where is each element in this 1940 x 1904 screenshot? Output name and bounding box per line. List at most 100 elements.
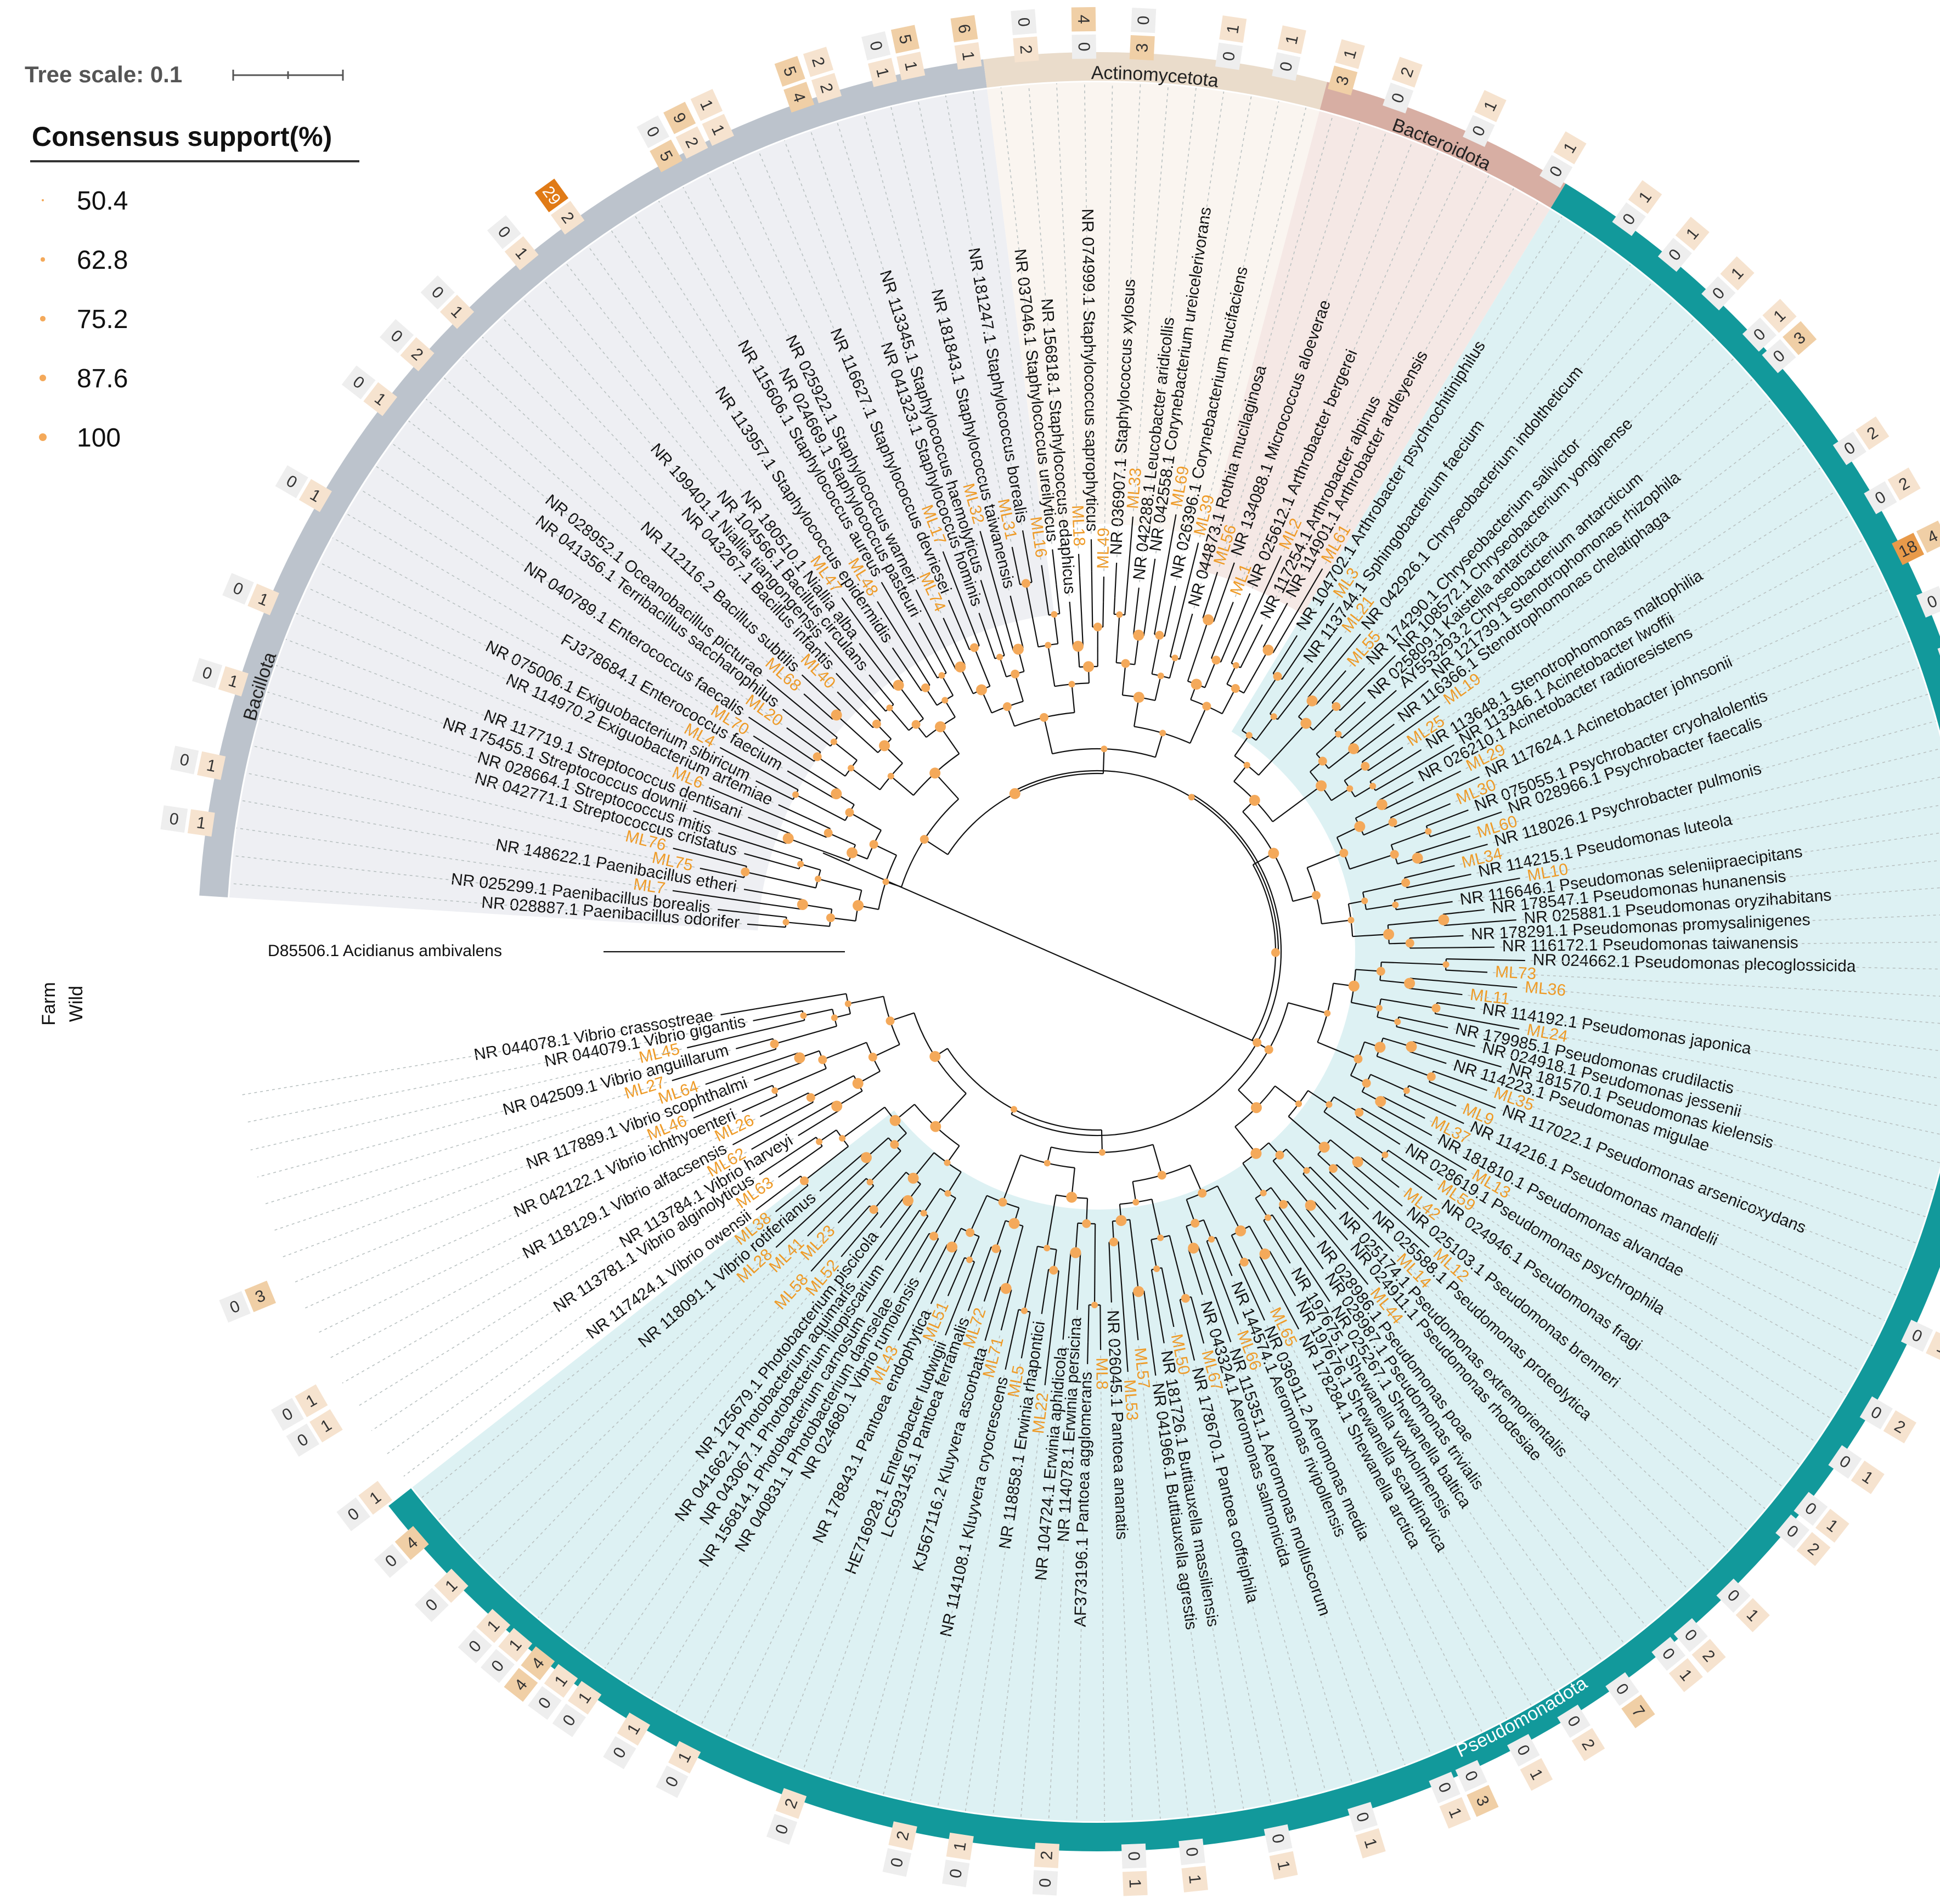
leaf-branch <box>1207 572 1219 603</box>
support-dot <box>1383 929 1395 940</box>
count-cell-bg <box>1355 1828 1386 1858</box>
clade-branch <box>944 699 956 717</box>
support-dot <box>1191 1218 1200 1228</box>
clade-branch <box>778 792 794 800</box>
count-cell-bg <box>1887 467 1921 501</box>
leaf-branch <box>732 1128 764 1145</box>
support-dot-50.4 <box>41 199 44 202</box>
leaf-guide-line <box>628 1316 864 1684</box>
support-dot <box>902 1195 913 1206</box>
leaf-guide-line <box>1507 1067 1934 1191</box>
leaf-branch <box>798 1118 826 1137</box>
count-cell-bg <box>1916 520 1940 553</box>
count-cell-bg <box>197 751 226 780</box>
farm-count-cell: 2 <box>1013 36 1039 63</box>
support-dot <box>944 1159 951 1166</box>
leaf-branch <box>1109 1267 1112 1303</box>
wild-count-cell: 1 <box>1735 1598 1770 1632</box>
support-dot <box>1270 713 1277 720</box>
phylum-ring-actinomycetota <box>983 52 1328 110</box>
support-level-label: 87.6 <box>77 364 128 393</box>
clade-branch <box>694 852 747 867</box>
clade-branch <box>957 649 966 665</box>
clade-branch <box>934 772 960 800</box>
support-dot <box>921 683 930 692</box>
clade-branch <box>1269 1251 1279 1266</box>
count-cell-bg <box>1673 1618 1708 1652</box>
support-dot <box>797 861 804 868</box>
clade-branch <box>1408 987 1434 992</box>
leaf-guide-line <box>1443 445 1804 704</box>
support-dot <box>1268 848 1279 859</box>
leaf-branch <box>1453 1004 1475 1009</box>
clade-branch <box>842 1106 886 1139</box>
clade-branch <box>856 618 904 683</box>
farm-count-cell: 0 <box>1178 1838 1205 1866</box>
leaf-guide-line <box>1492 972 1940 997</box>
leaf-guide-line <box>1522 987 1940 1024</box>
support-dot <box>1008 1218 1020 1229</box>
clade-branch <box>924 839 949 855</box>
support-dot <box>1188 1242 1199 1254</box>
clade-branch <box>1285 1149 1307 1171</box>
clade-branch <box>1025 1312 1031 1337</box>
count-cell-bg <box>774 55 805 87</box>
leaf-guide-line <box>1326 1273 1602 1660</box>
count-cell-bg <box>270 1398 304 1431</box>
count-cell-bg <box>1347 1802 1378 1833</box>
support-dot <box>944 1190 951 1197</box>
clade-branch <box>1355 786 1373 798</box>
support-dot <box>1438 914 1450 925</box>
leaf-branch <box>1191 543 1199 571</box>
support-dot <box>1012 643 1024 655</box>
wild-count-cell: 0 <box>458 1629 492 1664</box>
leaf-guide-line <box>443 377 800 691</box>
support-dot <box>1348 980 1360 992</box>
clade-branch <box>905 1210 921 1231</box>
leaf-guide-line <box>1501 1109 1907 1270</box>
leaf-branch <box>824 641 844 664</box>
support-dot <box>1348 743 1360 754</box>
count-cell-bg <box>481 1649 515 1683</box>
leaf-guide-line <box>420 1214 772 1499</box>
count-cell-value: 1 <box>205 756 218 776</box>
count-cell-bg <box>1815 1508 1849 1543</box>
count-cell-bg <box>1900 1319 1933 1352</box>
leaf-branch <box>1069 601 1073 630</box>
count-cell-bg <box>1657 238 1692 272</box>
support-dot <box>930 1121 941 1132</box>
support-dot <box>920 835 929 844</box>
leaf-branch <box>1000 1306 1008 1331</box>
support-dot <box>1072 641 1084 652</box>
clade-branch <box>946 1145 960 1163</box>
count-cell-bg <box>1742 317 1777 352</box>
clade-branch <box>1329 1172 1349 1190</box>
farm-count-cell: 0 <box>1657 238 1692 272</box>
support-dot <box>1091 1301 1098 1308</box>
count-cell-bg <box>1832 431 1866 465</box>
leaf-branch <box>1420 865 1455 875</box>
leaf-branch <box>1498 877 1520 883</box>
leaf-guide-line <box>1272 1307 1482 1732</box>
leaf-guide-line <box>1492 720 1936 844</box>
count-cell-bg <box>1011 9 1037 35</box>
count-cell-bg <box>550 201 585 235</box>
leaf-branch <box>1149 558 1156 591</box>
leaf-guide-line <box>658 200 879 578</box>
support-dot <box>847 847 858 858</box>
support-dot <box>1401 878 1411 888</box>
count-cell-value: 2 <box>893 1829 913 1842</box>
count-cell-value: 0 <box>946 1868 966 1879</box>
wild-count-cell: 1 <box>1762 298 1797 333</box>
support-dot <box>1066 1191 1078 1203</box>
farm-count-cell: 1 <box>896 52 926 81</box>
support-dot <box>1305 1200 1316 1211</box>
count-cell-bg <box>434 1568 469 1603</box>
leaf-guide-line <box>1471 1172 1846 1395</box>
clade-branch <box>890 776 914 796</box>
leaf-guide-line <box>1369 358 1734 699</box>
leaf-guide-line <box>1239 1329 1406 1765</box>
wild-count-cell: 1 <box>1335 39 1365 69</box>
leaf-branch <box>1418 1186 1437 1200</box>
leaf-branch <box>807 1216 828 1237</box>
